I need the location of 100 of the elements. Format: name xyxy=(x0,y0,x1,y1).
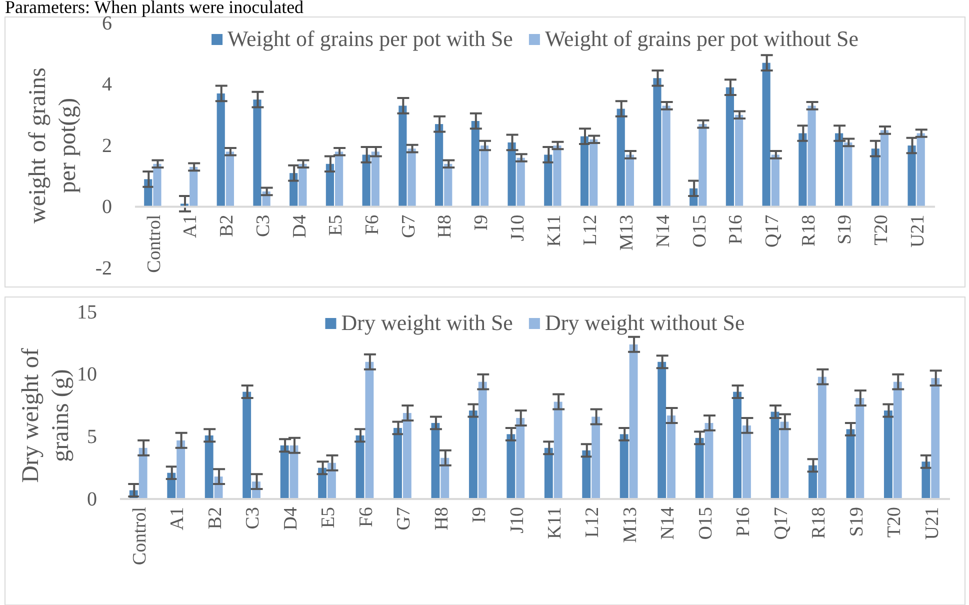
x-tick-label: J10 xyxy=(506,507,528,534)
bar xyxy=(908,146,916,207)
bar xyxy=(394,428,402,499)
x-tick-label: G7 xyxy=(398,214,420,238)
bar xyxy=(138,448,148,499)
bar xyxy=(468,410,478,499)
bar xyxy=(435,124,444,207)
y-axis-title: Dry weight of grains (g) xyxy=(18,348,74,483)
bar xyxy=(590,139,598,207)
legend-label: Dry weight without Se xyxy=(544,310,745,335)
bar xyxy=(835,133,844,207)
bar xyxy=(480,146,489,207)
bar xyxy=(771,154,780,207)
bar xyxy=(780,422,789,499)
bar xyxy=(658,362,666,499)
bar xyxy=(667,415,676,499)
y-tick-label: 0 xyxy=(87,488,97,510)
bar xyxy=(620,434,628,499)
y-tick-label: 0 xyxy=(102,196,112,218)
x-tick-label: L12 xyxy=(580,214,602,246)
x-tick-label: E5 xyxy=(318,507,340,528)
x-tick-label: O15 xyxy=(689,214,710,248)
bar xyxy=(733,392,742,499)
x-tick-label: A1 xyxy=(167,507,188,530)
x-tick-label: S19 xyxy=(846,507,868,537)
y-tick-label: 2 xyxy=(102,134,112,157)
bar xyxy=(592,416,600,499)
x-tick-label: F6 xyxy=(356,507,377,528)
bar xyxy=(871,148,880,207)
x-tick-label: B2 xyxy=(216,214,238,237)
x-tick-label: K11 xyxy=(544,507,566,540)
y-axis-title: weight of grains per pot(g) xyxy=(25,68,81,224)
bar xyxy=(818,376,826,499)
y-tick-label: 4 xyxy=(102,74,112,96)
y-tick-label: -2 xyxy=(95,257,112,280)
y-tick-label: 5 xyxy=(87,426,97,448)
bar xyxy=(893,382,902,499)
bar xyxy=(242,392,252,499)
bar xyxy=(402,412,412,499)
bar xyxy=(444,164,452,207)
y-tick-label: 15 xyxy=(77,301,97,324)
bar xyxy=(554,402,562,499)
bar xyxy=(176,440,186,499)
x-tick-label: S19 xyxy=(834,214,856,244)
bar xyxy=(335,152,344,207)
x-tick-label: R18 xyxy=(798,214,820,246)
x-tick-label: F6 xyxy=(362,214,384,235)
bar xyxy=(698,124,707,207)
x-tick-label: L12 xyxy=(582,507,604,538)
x-tick-label: N14 xyxy=(658,506,679,540)
bar xyxy=(408,148,416,207)
x-tick-label: T20 xyxy=(884,507,906,538)
bar xyxy=(742,425,751,499)
bar xyxy=(280,445,289,499)
x-tick-label: Control xyxy=(144,214,165,273)
bar xyxy=(582,450,591,499)
bar xyxy=(762,62,770,207)
bar xyxy=(735,114,744,207)
x-tick-label: U21 xyxy=(922,507,943,540)
x-tick-label: H8 xyxy=(431,507,452,530)
x-tick-label: I9 xyxy=(471,214,492,231)
x-tick-label: C3 xyxy=(242,507,264,530)
x-tick-label: P16 xyxy=(733,507,754,537)
legend-label: Weight of grains per pot without Se xyxy=(544,26,858,51)
bar xyxy=(516,418,525,499)
y-tick-label: 10 xyxy=(77,364,97,386)
bar xyxy=(371,152,380,207)
bar xyxy=(190,166,198,207)
bar xyxy=(153,164,162,207)
bar xyxy=(398,106,407,207)
x-tick-label: P16 xyxy=(726,214,747,244)
x-tick-label: A1 xyxy=(180,214,202,238)
bar xyxy=(216,93,225,207)
bar xyxy=(695,438,704,499)
legend-label: Weight of grains per pot with Se xyxy=(228,26,513,51)
bar xyxy=(362,154,370,207)
x-tick-label: H8 xyxy=(434,214,456,238)
x-tick-label: J10 xyxy=(507,214,528,242)
x-tick-label: N14 xyxy=(652,214,674,248)
x-tick-label: Control xyxy=(130,507,151,566)
x-tick-label: D4 xyxy=(289,214,310,238)
bar xyxy=(662,106,670,207)
bar xyxy=(544,154,552,207)
bar xyxy=(226,152,234,207)
x-tick-label: Q17 xyxy=(770,507,792,540)
bar xyxy=(471,121,480,207)
x-tick-label: D4 xyxy=(280,506,302,530)
bar xyxy=(629,344,638,499)
bar xyxy=(553,146,562,207)
x-tick-label: C3 xyxy=(252,214,274,237)
bar xyxy=(616,108,625,207)
bar xyxy=(726,87,734,207)
legend-label: Dry weight with Se xyxy=(341,310,513,335)
bar xyxy=(770,412,780,499)
bar xyxy=(884,410,892,499)
x-tick-label: U21 xyxy=(907,214,928,248)
bar xyxy=(626,154,634,207)
x-tick-label: G7 xyxy=(394,507,415,530)
bar xyxy=(798,133,807,207)
x-tick-label: M13 xyxy=(620,507,641,543)
